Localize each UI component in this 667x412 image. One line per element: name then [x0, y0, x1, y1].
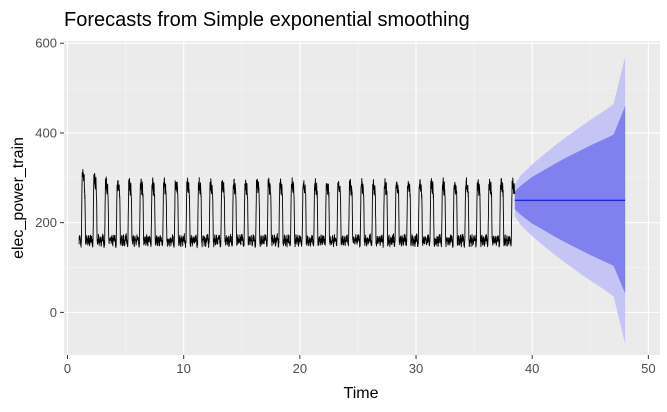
y-tick-label: 0 — [50, 305, 57, 320]
history-line — [78, 169, 516, 249]
y-tick-label: 400 — [35, 125, 57, 140]
y-tick-label: 200 — [35, 215, 57, 230]
chart-title: Forecasts from Simple exponential smooth… — [64, 9, 470, 31]
series-lines — [78, 169, 626, 249]
x-tick-label: 0 — [64, 361, 71, 376]
y-tick-label: 600 — [35, 36, 57, 51]
x-tick-label: 30 — [409, 361, 423, 376]
y-axis-ticks: 0 200 400 600 — [35, 36, 64, 320]
x-axis-title: Time — [344, 385, 379, 402]
y-axis-title: elec_power_train — [10, 137, 27, 259]
x-axis-ticks: 0 10 20 30 40 50 — [64, 355, 656, 376]
x-tick-label: 40 — [525, 361, 539, 376]
x-tick-label: 20 — [293, 361, 307, 376]
x-tick-label: 10 — [176, 361, 190, 376]
x-tick-label: 50 — [641, 361, 655, 376]
